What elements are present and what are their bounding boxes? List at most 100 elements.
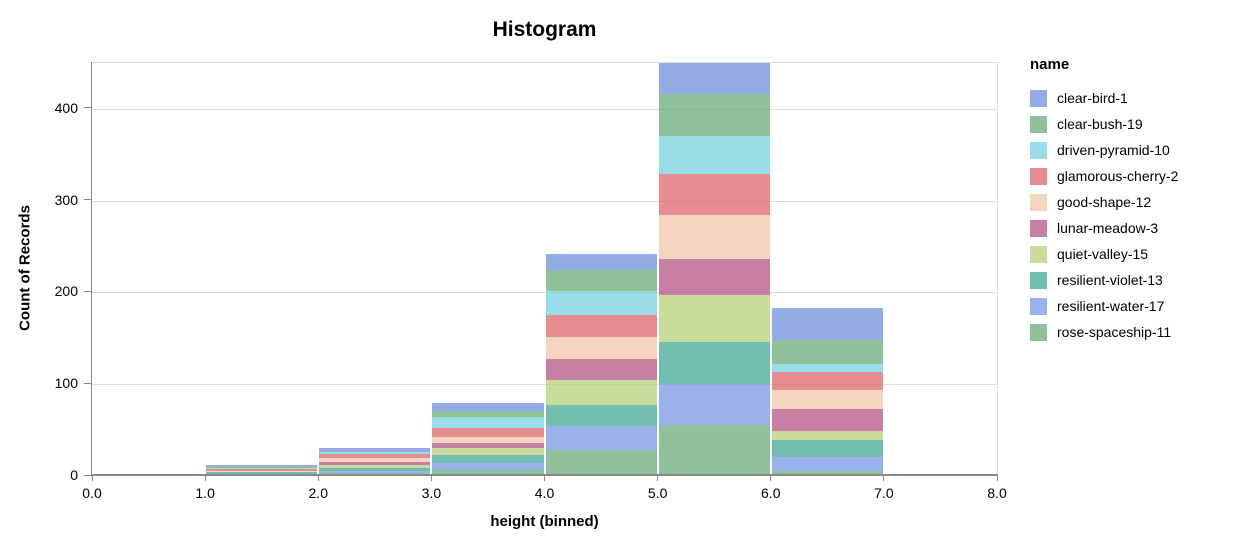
bar-segment	[432, 454, 544, 464]
bar-segment	[658, 424, 770, 476]
bar-segment	[319, 452, 431, 454]
bar-segment	[206, 470, 318, 473]
bar-segment	[206, 465, 318, 468]
bar-segment	[658, 135, 770, 175]
legend-item: good-shape-12	[1030, 189, 1250, 215]
x-tick-label: 1.0	[195, 485, 215, 501]
bar-segment	[206, 468, 318, 471]
bar-segment	[658, 215, 770, 259]
x-tick-mark	[883, 476, 885, 481]
gridline	[92, 200, 997, 202]
legend-item: glamorous-cherry-2	[1030, 163, 1250, 189]
bar-segment	[206, 465, 318, 466]
x-tick-mark	[544, 476, 545, 481]
gridline	[92, 108, 997, 110]
bar-segment	[545, 253, 657, 270]
bar-segment	[545, 269, 657, 291]
bar-segment	[545, 337, 657, 359]
legend-label: good-shape-12	[1057, 194, 1152, 210]
x-tick-mark	[317, 476, 319, 481]
legend-item: rose-spaceship-11	[1030, 319, 1250, 345]
legend-item: clear-bush-19	[1030, 111, 1250, 137]
x-tick-mark	[204, 476, 206, 481]
bar-segment	[545, 450, 657, 476]
x-axis-title: height (binned)	[490, 513, 599, 530]
legend-swatch	[1030, 89, 1047, 107]
x-tick-label: 5.0	[647, 485, 668, 501]
bar-segment	[545, 358, 657, 380]
bar-segment	[771, 389, 883, 410]
bar-segment	[432, 428, 544, 438]
bar-segment	[658, 384, 770, 425]
legend-item: lunar-meadow-3	[1030, 215, 1250, 241]
x-tick-mark	[770, 476, 772, 481]
y-tick-mark	[84, 474, 91, 476]
x-tick-label: 0.0	[82, 485, 102, 501]
bar-segment	[319, 467, 431, 471]
bar-segment	[319, 447, 431, 453]
bar-segment	[319, 457, 431, 463]
legend-swatch	[1030, 167, 1047, 185]
bar-segment	[206, 472, 318, 475]
legend-swatch	[1030, 323, 1047, 341]
legend-item: driven-pyramid-10	[1030, 137, 1250, 163]
bar-segment	[432, 402, 544, 411]
y-axis-title: Count of Records	[16, 205, 34, 331]
legend-swatch	[1030, 271, 1047, 289]
bar-segment	[206, 467, 318, 469]
x-tick-label: 7.0	[874, 485, 894, 501]
bar-segment	[545, 290, 657, 316]
x-tick-label: 8.0	[987, 485, 1007, 501]
gridline	[92, 292, 997, 294]
bar-segment	[658, 63, 770, 95]
legend-label: quiet-valley-15	[1057, 246, 1149, 262]
legend-swatch	[1030, 297, 1047, 315]
bar-segment	[432, 448, 544, 455]
legend-items: clear-bird-1 clear-bush-19 driven-pyramid-…	[1030, 85, 1250, 345]
legend-label: rose-spaceship-11	[1057, 324, 1172, 340]
bar-segment	[432, 437, 544, 443]
x-tick-label: 3.0	[421, 485, 442, 501]
y-tick-mark	[84, 290, 91, 292]
y-tick-mark	[84, 382, 91, 384]
x-tick-label: 4.0	[534, 485, 555, 501]
legend-swatch	[1030, 115, 1047, 133]
bar-segment	[658, 295, 770, 343]
x-tick-mark	[996, 476, 998, 481]
legend-swatch	[1030, 219, 1047, 237]
legend-swatch	[1030, 245, 1047, 263]
x-tick-mark	[91, 476, 93, 481]
bar-segment	[432, 417, 544, 429]
legend-label: lunar-meadow-3	[1057, 220, 1159, 236]
plot-area	[92, 62, 998, 476]
bar-segment	[771, 340, 883, 365]
bar-segment	[432, 469, 544, 476]
legend-item: resilient-water-17	[1030, 293, 1250, 319]
y-tick-mark	[84, 107, 91, 109]
bar-segment	[771, 431, 883, 441]
chart-title: Histogram	[492, 18, 597, 41]
legend-item: quiet-valley-15	[1030, 241, 1250, 267]
bar-segment	[319, 465, 431, 468]
bar-segment	[771, 440, 883, 457]
legend-label: driven-pyramid-10	[1057, 142, 1170, 158]
bar-segment	[545, 315, 657, 338]
bar-segment	[658, 258, 770, 296]
x-tick-label: 2.0	[308, 485, 328, 501]
bar-segment	[771, 471, 883, 476]
legend-label: glamorous-cherry-2	[1057, 168, 1179, 184]
y-tick-label: 200	[54, 283, 78, 300]
bar-segment	[771, 372, 883, 390]
bar-segment	[432, 442, 544, 449]
bar-segment	[319, 470, 431, 474]
y-tick-label: 100	[54, 375, 78, 392]
legend-item: resilient-violet-13	[1030, 267, 1250, 293]
legend-label: clear-bird-1	[1057, 90, 1128, 106]
gridline	[92, 384, 997, 386]
bar-segment	[432, 463, 544, 470]
bar-segment	[545, 405, 657, 426]
legend-label: resilient-water-17	[1057, 298, 1165, 314]
bar-segment	[545, 425, 657, 451]
legend-swatch	[1030, 141, 1047, 159]
